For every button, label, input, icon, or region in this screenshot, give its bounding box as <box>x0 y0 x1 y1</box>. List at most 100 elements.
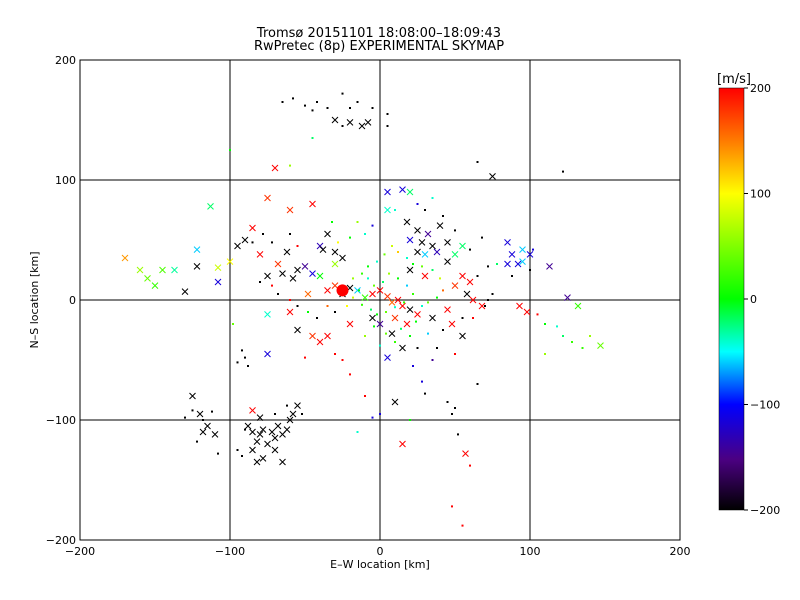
dot-marker-point <box>386 125 389 127</box>
x-marker-point <box>324 332 331 340</box>
x-marker-point <box>136 266 144 274</box>
x-marker-point <box>241 236 249 244</box>
dot-marker-point <box>487 299 489 301</box>
dot-marker-point <box>436 296 438 299</box>
dot-marker-point <box>476 383 479 385</box>
x-marker-point <box>418 239 426 246</box>
x-marker-point <box>159 266 166 274</box>
x-marker-point <box>519 246 526 253</box>
dot-marker-point <box>496 263 498 265</box>
x-marker-point <box>189 392 196 400</box>
x-marker-point <box>256 414 264 421</box>
dot-marker-point <box>331 221 333 223</box>
dot-marker-point <box>571 341 573 343</box>
dot-marker-point <box>562 170 564 173</box>
x-marker-point <box>294 266 301 274</box>
x-marker-point <box>444 258 451 265</box>
dot-marker-point <box>191 409 194 412</box>
x-marker-point <box>459 272 466 280</box>
x-marker-point <box>346 119 354 126</box>
dot-marker-point <box>383 253 386 256</box>
x-marker-point <box>283 248 291 256</box>
colorbar-ticks: 200 100 0 −100 −200 <box>744 82 780 517</box>
dot-marker-point <box>316 101 318 103</box>
dot-marker-point <box>356 101 359 103</box>
x-marker-point <box>466 278 474 286</box>
dot-marker-point <box>376 260 378 263</box>
dot-marker-point <box>262 233 264 235</box>
dot-marker-point <box>277 293 279 295</box>
x-marker-point <box>391 398 399 406</box>
dot-marker-point <box>296 305 299 307</box>
dot-marker-point <box>385 332 387 335</box>
x-marker-point <box>214 278 222 286</box>
dot-marker-point <box>454 229 456 232</box>
dot-marker-point <box>409 335 411 337</box>
dot-marker-point <box>469 248 471 251</box>
dot-marker-point <box>412 293 414 295</box>
dot-marker-point <box>529 269 531 271</box>
dot-marker-point <box>346 305 348 307</box>
dot-marker-point <box>304 104 306 107</box>
dot-marker-point <box>416 347 419 349</box>
x-marker-point <box>301 263 309 270</box>
x-marker-point <box>264 272 271 280</box>
x-marker-point <box>384 206 391 214</box>
x-marker-point <box>331 248 339 256</box>
dot-marker-point <box>311 109 314 112</box>
dot-marker-point <box>311 137 314 139</box>
dot-marker-point <box>581 347 584 349</box>
x-marker-point <box>526 251 534 258</box>
x-marker-point <box>256 251 264 258</box>
x-marker-point <box>283 426 291 433</box>
dot-marker-point <box>241 455 243 457</box>
x-tick-label: 0 <box>377 545 384 558</box>
x-marker-point <box>504 239 511 246</box>
x-marker-point <box>489 173 496 180</box>
dot-marker-point <box>451 413 453 415</box>
x-marker-point <box>459 332 466 340</box>
x-marker-point <box>391 314 399 322</box>
x-marker-point <box>478 302 486 310</box>
x-marker-point <box>324 230 331 238</box>
x-marker-point <box>394 296 402 304</box>
x-marker-point <box>358 122 366 130</box>
x-marker-point <box>279 458 286 466</box>
x-marker-point <box>406 266 414 274</box>
x-marker-point <box>429 314 436 322</box>
dot-marker-point <box>491 293 494 295</box>
dot-marker-point <box>196 440 198 443</box>
dot-marker-point <box>589 335 591 337</box>
x-marker-point <box>256 431 264 438</box>
dot-marker-point <box>409 419 411 421</box>
x-marker-point <box>462 450 469 457</box>
dot-marker-point <box>421 305 423 307</box>
dot-marker-point <box>244 428 246 431</box>
x-marker-point <box>388 330 396 337</box>
x-marker-point <box>469 296 477 304</box>
x-marker-point <box>451 251 459 258</box>
dot-marker-point <box>412 263 414 265</box>
x-marker-point <box>294 326 301 334</box>
colorbar-label: [m/s] <box>717 72 751 87</box>
dot-marker-point <box>352 277 354 280</box>
dot-marker-point <box>296 245 299 247</box>
dot-marker-point <box>341 359 344 361</box>
dot-marker-point <box>416 203 419 205</box>
dot-marker-point <box>341 92 344 95</box>
dot-marker-point <box>406 257 408 259</box>
x-marker-point <box>403 320 411 328</box>
x-marker-point <box>324 287 331 294</box>
dot-marker-point <box>289 164 291 167</box>
dot-marker-point <box>371 224 374 227</box>
dot-marker-point <box>361 303 363 306</box>
dot-marker-point <box>371 107 374 109</box>
dot-marker-point <box>511 275 513 277</box>
x-marker-point <box>151 282 159 289</box>
dot-marker-point <box>349 236 351 239</box>
dot-marker-point <box>352 296 354 299</box>
x-marker-point <box>406 188 414 196</box>
dot-marker-point <box>244 356 246 359</box>
dot-marker-point <box>236 449 239 451</box>
x-marker-point <box>181 288 189 295</box>
